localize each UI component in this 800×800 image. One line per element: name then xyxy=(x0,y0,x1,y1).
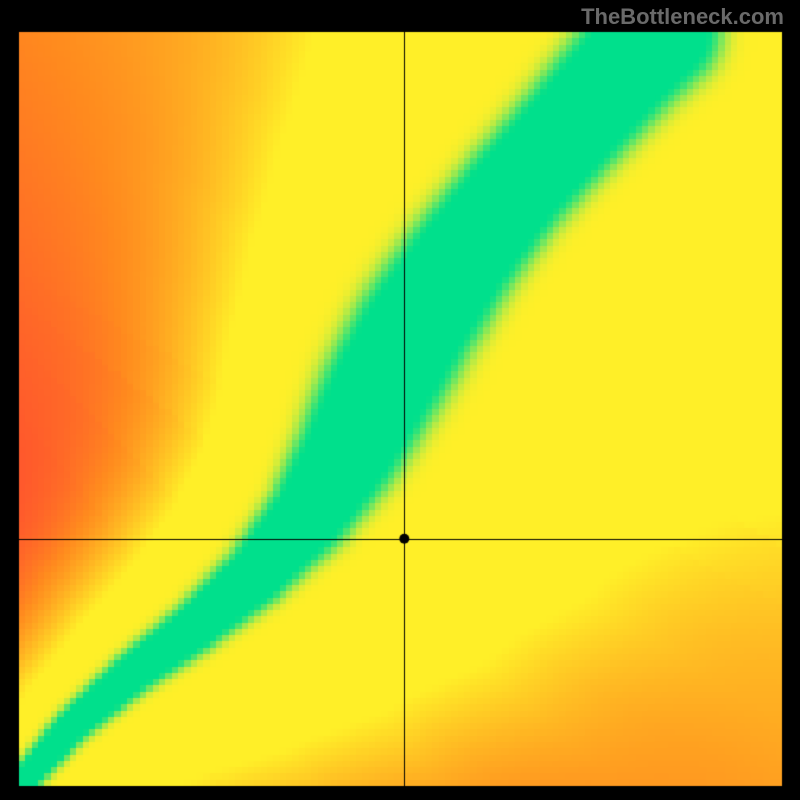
chart-container: TheBottleneck.com xyxy=(0,0,800,800)
bottleneck-heatmap xyxy=(0,0,800,800)
watermark-text: TheBottleneck.com xyxy=(581,4,784,30)
